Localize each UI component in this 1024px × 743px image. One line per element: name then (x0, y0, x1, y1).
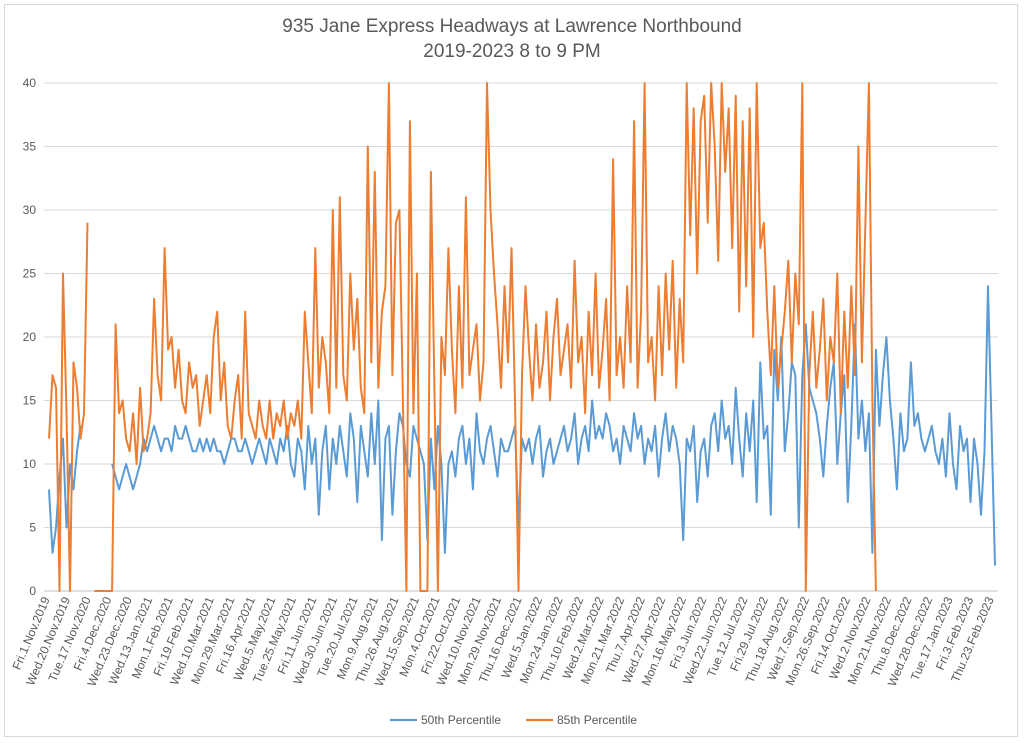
y-axis: 0 5 10 15 20 25 30 35 40 (23, 76, 37, 598)
legend-label-85th: 85th Percentile (557, 713, 637, 727)
legend: 50th Percentile 85th Percentile (390, 713, 637, 727)
chart-title: 935 Jane Express Headways at Lawrence No… (0, 14, 1024, 64)
chart-title-line-2: 2019-2023 8 to 9 PM (423, 41, 601, 62)
legend-label-50th: 50th Percentile (421, 713, 501, 727)
y-tick-label: 35 (23, 140, 37, 154)
y-tick-label: 0 (29, 584, 36, 598)
chart-title-line-1: 935 Jane Express Headways at Lawrence No… (282, 16, 742, 37)
y-tick-label: 30 (23, 203, 37, 217)
plot-area (48, 82, 996, 592)
y-tick-label: 10 (23, 457, 37, 471)
y-tick-label: 25 (23, 267, 37, 281)
series-line-85th-percentile (48, 82, 877, 592)
y-tick-label: 40 (23, 76, 37, 90)
x-axis: Fri.1.Nov.2019Wed.20.Nov.2019Tue.17.Nov.… (9, 594, 996, 688)
y-tick-label: 5 (29, 521, 36, 535)
y-tick-label: 20 (23, 330, 37, 344)
y-tick-label: 15 (23, 394, 37, 408)
series-line-50th-percentile (48, 285, 996, 566)
